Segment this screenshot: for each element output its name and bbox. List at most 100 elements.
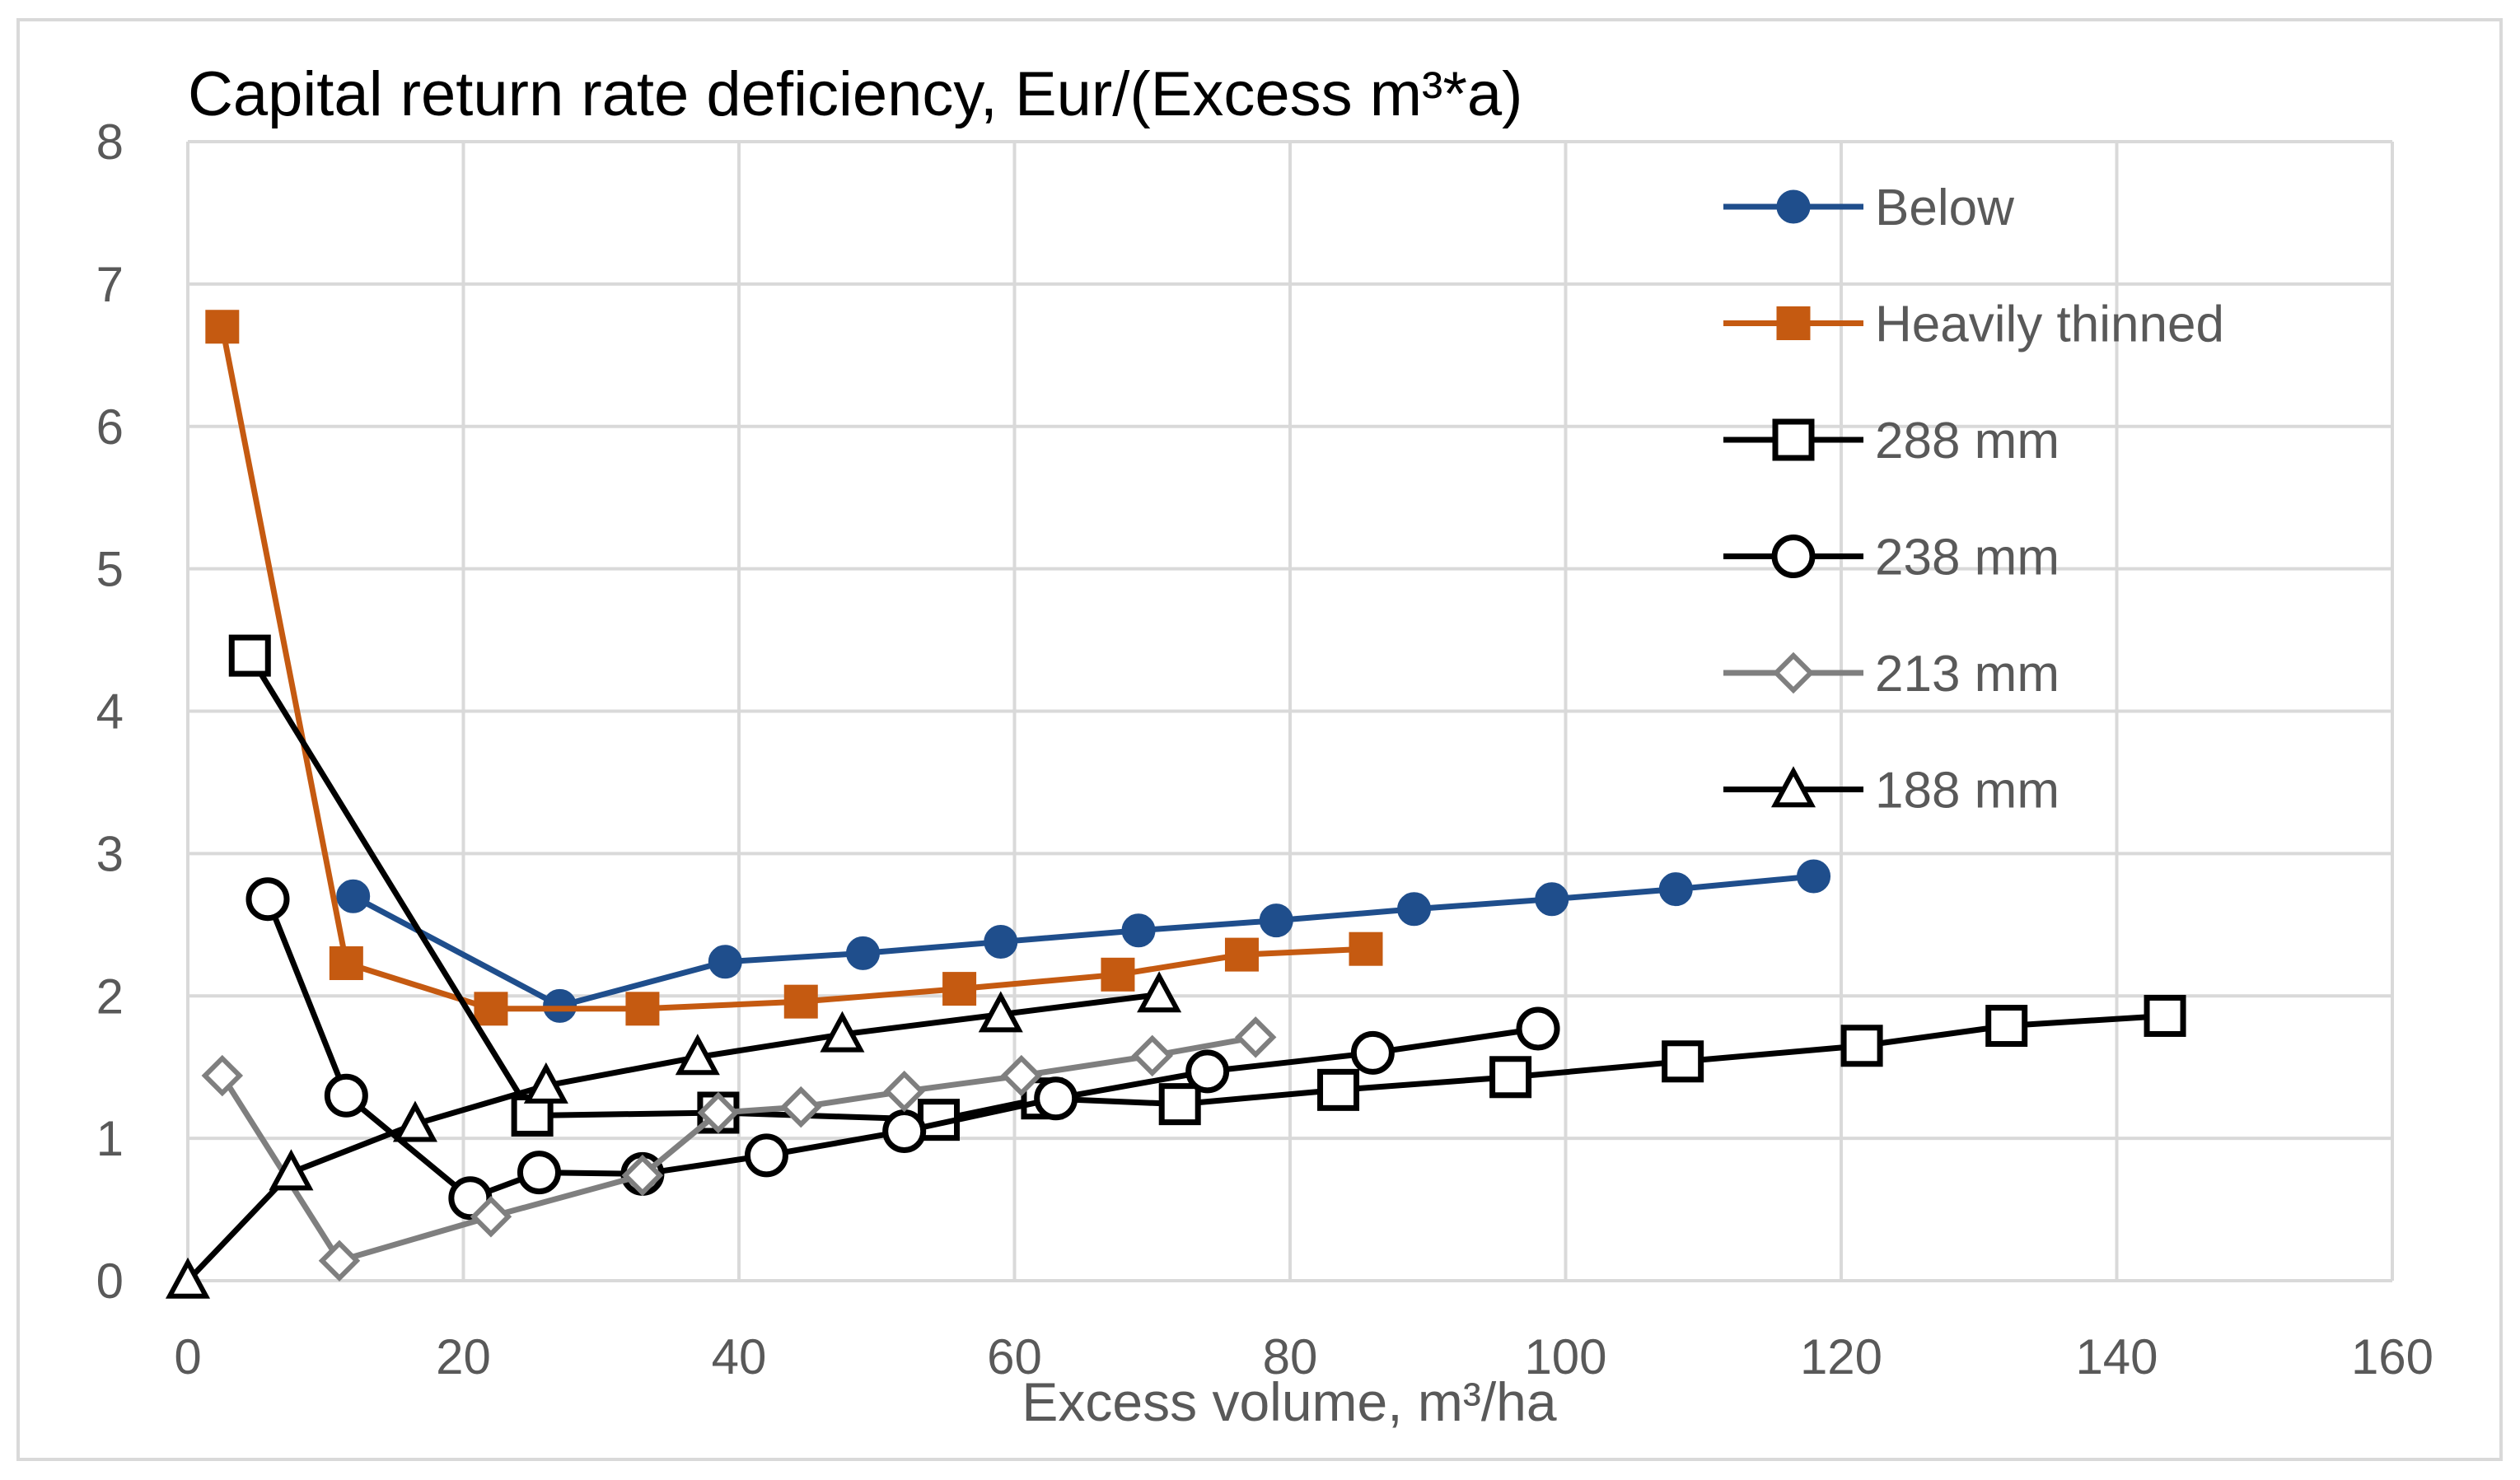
y-tick-label: 7	[96, 257, 124, 312]
data-point	[708, 945, 742, 979]
legend-marker	[1776, 306, 1811, 340]
data-point	[1658, 872, 1693, 907]
x-tick-label: 160	[2351, 1329, 2434, 1384]
legend-marker	[1772, 651, 1815, 694]
legend-marker	[1771, 535, 1816, 578]
data-point	[1516, 1006, 1560, 1051]
legend-item-238-mm[interactable]: 238 mm	[1723, 530, 2059, 586]
data-point	[324, 1073, 368, 1118]
y-tick-label: 3	[96, 826, 124, 881]
data-point	[1489, 1056, 1532, 1099]
data-point	[1131, 1034, 1173, 1077]
x-tick-label: 120	[1800, 1329, 1882, 1384]
x-tick-label: 20	[436, 1329, 491, 1384]
legend-label: 288 mm	[1875, 413, 2059, 469]
data-point	[1840, 1025, 1883, 1067]
legend-item-288-mm[interactable]: 288 mm	[1723, 413, 2059, 469]
data-point	[882, 1109, 927, 1153]
data-point	[201, 1054, 244, 1097]
data-point	[1000, 1054, 1043, 1097]
data-point	[228, 634, 271, 677]
y-tick-label: 6	[96, 399, 124, 455]
data-point	[744, 1133, 788, 1178]
grid	[186, 140, 2394, 1282]
x-tick-label: 140	[2075, 1329, 2158, 1384]
legend-marker	[1770, 766, 1816, 808]
y-tick-label: 4	[96, 684, 124, 740]
data-point	[675, 1034, 720, 1076]
series-238-mm	[245, 877, 1560, 1221]
x-tick-label: 0	[174, 1329, 201, 1384]
data-point	[205, 310, 240, 344]
series	[165, 310, 2186, 1299]
legend-item-heavily-thinned[interactable]: Heavily thinned	[1723, 296, 2224, 353]
legend[interactable]: Below Heavily thinned 288 mm 238 mm 213 mm 18…	[1723, 180, 2224, 819]
chart-frame	[16, 18, 2503, 1461]
data-point	[269, 1149, 314, 1191]
data-point	[245, 877, 290, 922]
data-point	[1259, 903, 1293, 938]
data-point	[1101, 957, 1135, 992]
data-point	[165, 1257, 211, 1299]
data-point	[1662, 1040, 1704, 1083]
data-point	[1185, 1049, 1230, 1094]
series-line	[352, 873, 1814, 1009]
legend-item-below[interactable]: Below	[1723, 180, 2014, 236]
legend-label: 213 mm	[1875, 646, 2059, 703]
data-point	[517, 1151, 561, 1195]
x-tick-label: 40	[712, 1329, 767, 1384]
data-point	[1137, 971, 1182, 1013]
series-line	[247, 654, 2166, 1123]
data-point	[621, 1154, 664, 1197]
data-point	[1535, 882, 1569, 917]
x-tick-label: 100	[1524, 1329, 1606, 1384]
series-213-mm	[201, 1016, 1277, 1282]
legend-label: Heavily thinned	[1875, 296, 2224, 353]
data-point	[820, 1011, 865, 1053]
data-point	[1317, 1068, 1360, 1111]
y-tick-label: 2	[96, 969, 124, 1024]
data-point	[474, 992, 508, 1026]
legend-item-213-mm[interactable]: 213 mm	[1723, 646, 2059, 703]
x-tick-label: 60	[987, 1329, 1042, 1384]
series-line	[219, 326, 1367, 1012]
data-point	[523, 1062, 568, 1104]
data-point	[1234, 1016, 1277, 1058]
data-point	[318, 1240, 361, 1282]
legend-marker	[1776, 189, 1811, 224]
data-point	[978, 991, 1023, 1033]
data-point	[846, 936, 881, 970]
data-point	[2144, 994, 2186, 1037]
y-tick-label: 1	[96, 1111, 124, 1166]
data-point	[697, 1091, 740, 1134]
legend-marker	[1772, 418, 1815, 461]
y-tick-label: 0	[96, 1254, 124, 1309]
data-point	[783, 984, 818, 1019]
series-188-mm	[165, 971, 1182, 1299]
x-axis-label: Excess volume, m³/ha	[1022, 1371, 1556, 1432]
series-below	[336, 859, 1831, 1023]
legend-item-188-mm[interactable]: 188 mm	[1723, 763, 2059, 819]
series-line	[185, 992, 1160, 1283]
data-point	[1158, 1083, 1201, 1126]
data-point	[780, 1085, 822, 1128]
data-point	[1985, 1005, 2028, 1048]
series-line	[219, 1034, 1256, 1264]
data-point	[1121, 913, 1156, 948]
y-tick-label: 5	[96, 542, 124, 597]
data-point	[625, 992, 660, 1026]
legend-label: 188 mm	[1875, 763, 2059, 819]
data-point	[329, 945, 363, 980]
data-point	[1034, 1076, 1078, 1121]
data-point	[984, 925, 1018, 959]
data-point	[392, 1100, 437, 1142]
legend-label: Below	[1875, 180, 2014, 236]
data-point	[1350, 1030, 1395, 1075]
data-point	[942, 972, 977, 1006]
data-point	[1349, 931, 1383, 966]
data-point	[1397, 892, 1432, 927]
legend-label: 238 mm	[1875, 530, 2059, 586]
series-heavily-thinned	[205, 310, 1383, 1026]
